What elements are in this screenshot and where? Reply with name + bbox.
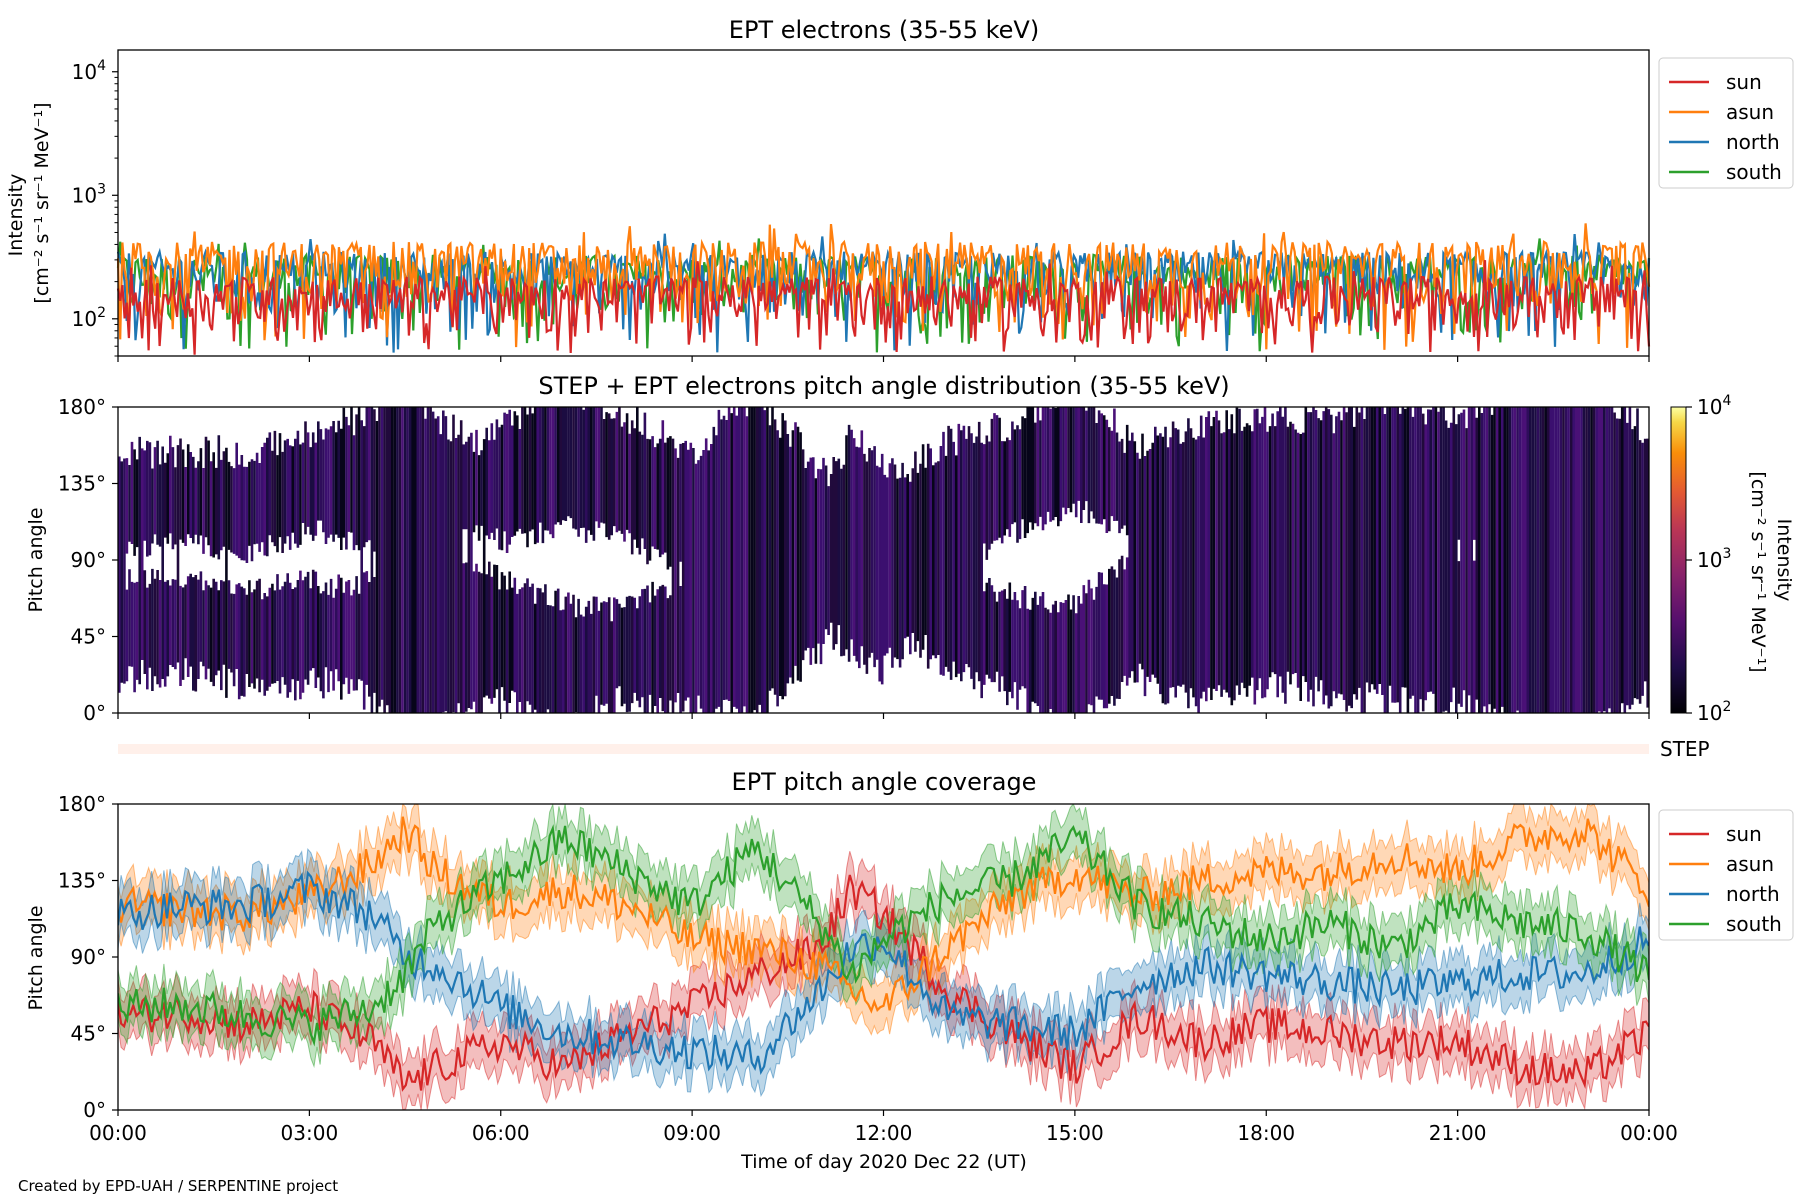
- legend-label-north: north: [1726, 882, 1780, 906]
- colorbar-tick-label: 102: [1697, 699, 1731, 725]
- intensity-series: [116, 223, 1651, 355]
- pad-ylabel: Pitch angle: [25, 507, 47, 612]
- colorbar-label-line1: Intensity: [1773, 519, 1795, 602]
- intensity-ylabel-line2: [cm⁻² s⁻¹ sr⁻¹ MeV⁻¹]: [31, 102, 53, 303]
- y-tick-label: 90°: [71, 945, 106, 969]
- coverage-panel: EPT pitch angle coverage 0° 45° 90° 135° 180…: [25, 768, 1794, 1145]
- intensity-panel: EPT electrons (35-55 keV) 102 103 104 Inte…: [5, 16, 1794, 362]
- x-tick-label: 09:00: [663, 1121, 721, 1145]
- coverage-series: [118, 804, 1649, 1110]
- x-tick-label: 18:00: [1237, 1121, 1295, 1145]
- y-tick-label: 104: [72, 58, 106, 84]
- coverage-title: EPT pitch angle coverage: [732, 768, 1037, 796]
- intensity-y-ticks: 102 103 104: [72, 58, 118, 357]
- x-tick-label: 06:00: [472, 1121, 530, 1145]
- intensity-title: EPT electrons (35-55 keV): [729, 16, 1039, 44]
- pad-x-ticks: [117, 713, 1650, 719]
- coverage-x-ticks: 00:00 03:00 06:00 09:00 12:00 15:00 18:00 21:00…: [89, 1110, 1678, 1145]
- coverage-line-asun: [118, 816, 1649, 1014]
- intensity-line-asun: [116, 223, 1651, 350]
- step-band: [118, 744, 1649, 754]
- coverage-y-ticks: 0° 45° 90° 135° 180°: [58, 792, 118, 1122]
- colorbar: [1670, 406, 1687, 714]
- legend-label-sun: sun: [1726, 822, 1762, 846]
- y-tick-label: 45°: [71, 625, 106, 649]
- x-tick-label: 03:00: [281, 1121, 339, 1145]
- legend-box: [1658, 57, 1794, 189]
- coverage-ylabel: Pitch angle: [25, 905, 47, 1010]
- legend-label-asun: asun: [1726, 852, 1774, 876]
- pad-heatmap: [118, 407, 1649, 713]
- legend-label-south: south: [1726, 160, 1782, 184]
- colorbar-ticks: 102 103 104: [1686, 393, 1731, 725]
- y-tick-label: 102: [72, 305, 106, 331]
- intensity-x-ticks: [117, 356, 1650, 362]
- colorbar-label-line2: [cm⁻² s⁻¹ sr⁻¹ MeV⁻¹]: [1747, 471, 1769, 672]
- intensity-legend: sun asun north south: [1658, 57, 1794, 189]
- y-tick-label: 135°: [58, 472, 106, 496]
- x-axis-label: Time of day 2020 Dec 22 (UT): [740, 1151, 1027, 1173]
- coverage-line-sun: [118, 874, 1649, 1092]
- y-tick-label: 0°: [83, 1098, 106, 1122]
- legend-label-asun: asun: [1726, 100, 1774, 124]
- intensity-ylabel-line1: Intensity: [5, 174, 27, 257]
- y-tick-label: 103: [72, 181, 106, 207]
- coverage-line-south: [118, 824, 1649, 1047]
- legend-label-north: north: [1726, 130, 1780, 154]
- y-tick-label: 0°: [83, 701, 106, 725]
- coverage-line-north: [118, 870, 1649, 1076]
- legend-label-sun: sun: [1726, 70, 1762, 94]
- x-tick-label: 12:00: [855, 1121, 913, 1145]
- legend-label-south: south: [1726, 912, 1782, 936]
- colorbar-tick-label: 104: [1697, 393, 1731, 419]
- y-tick-label: 90°: [71, 548, 106, 572]
- x-tick-label: 21:00: [1429, 1121, 1487, 1145]
- y-tick-label: 45°: [71, 1022, 106, 1046]
- y-tick-label: 180°: [58, 395, 106, 419]
- y-tick-label: 180°: [58, 792, 106, 816]
- credit-text: Created by EPD-UAH / SERPENTINE project: [18, 1177, 338, 1195]
- pad-panel: STEP + EPT electrons pitch angle distrib…: [25, 372, 1795, 725]
- colorbar-tick-label: 103: [1697, 546, 1731, 572]
- coverage-band-sun: [118, 851, 1649, 1110]
- x-tick-label: 00:00: [89, 1121, 147, 1145]
- y-tick-label: 135°: [58, 869, 106, 893]
- coverage-legend: sun asun north south: [1658, 809, 1794, 941]
- intensity-line-sun: [116, 260, 1651, 355]
- x-tick-label: 00:00: [1620, 1121, 1678, 1145]
- pad-title: STEP + EPT electrons pitch angle distrib…: [538, 372, 1229, 400]
- step-label: STEP: [1660, 737, 1710, 761]
- legend-box: [1658, 809, 1794, 941]
- pad-y-ticks: 0° 45° 90° 135° 180°: [58, 395, 118, 725]
- x-tick-label: 15:00: [1046, 1121, 1104, 1145]
